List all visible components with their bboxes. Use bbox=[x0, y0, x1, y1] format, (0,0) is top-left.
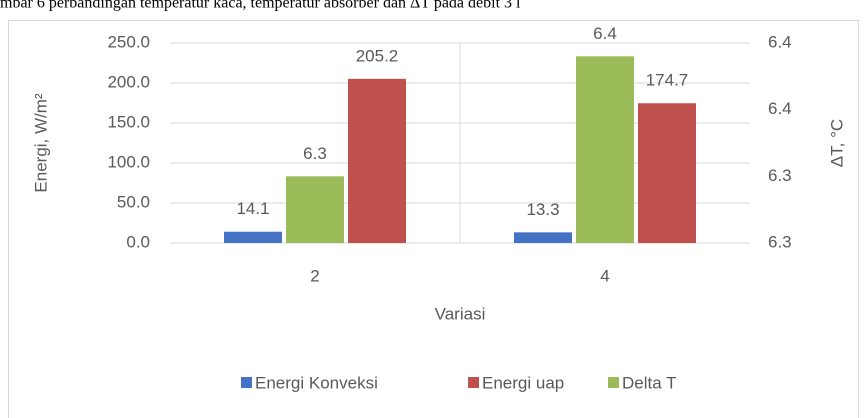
x-tick-label: 2 bbox=[310, 266, 319, 285]
y2-tick-label: 6.4 bbox=[768, 32, 792, 51]
y-tick-label: 150.0 bbox=[107, 112, 150, 131]
legend-label: Energi Konveksi bbox=[255, 373, 378, 392]
bar bbox=[514, 232, 572, 243]
data-label: 14.1 bbox=[236, 199, 269, 218]
chart-border bbox=[8, 20, 859, 418]
x-axis-title: Variasi bbox=[435, 304, 486, 323]
x-tick-label: 4 bbox=[600, 266, 609, 285]
data-label: 174.7 bbox=[646, 71, 689, 90]
data-label: 6.3 bbox=[303, 144, 327, 163]
bar bbox=[286, 176, 344, 243]
y2-tick-label: 6.4 bbox=[768, 99, 792, 118]
legend-swatch bbox=[468, 377, 479, 388]
y-axis-title: Energi, W/m² bbox=[31, 93, 50, 193]
y2-tick-label: 6.3 bbox=[768, 232, 792, 251]
caption-mask bbox=[8, 0, 867, 20]
y-tick-label: 100.0 bbox=[107, 152, 150, 171]
data-label: 13.3 bbox=[526, 200, 559, 219]
bar bbox=[576, 56, 634, 244]
data-label: 205.2 bbox=[356, 46, 399, 65]
y-tick-label: 50.0 bbox=[117, 192, 150, 211]
legend-label: Energi uap bbox=[482, 373, 564, 392]
caption: mbar 6 perbandingan temperatur kaca, tem… bbox=[0, 0, 521, 12]
y-tick-label: 0.0 bbox=[126, 232, 150, 251]
y-tick-label: 250.0 bbox=[107, 32, 150, 51]
y2-axis-title: ΔT, °C bbox=[827, 119, 846, 167]
legend-label: Delta T bbox=[622, 373, 677, 392]
bar bbox=[348, 78, 406, 243]
legend-swatch bbox=[608, 377, 619, 388]
y-tick-label: 200.0 bbox=[107, 72, 150, 91]
bar bbox=[224, 231, 282, 243]
bar bbox=[638, 103, 696, 244]
y2-tick-label: 6.3 bbox=[768, 166, 792, 185]
legend-swatch bbox=[241, 377, 252, 388]
data-label: 6.4 bbox=[593, 24, 617, 43]
